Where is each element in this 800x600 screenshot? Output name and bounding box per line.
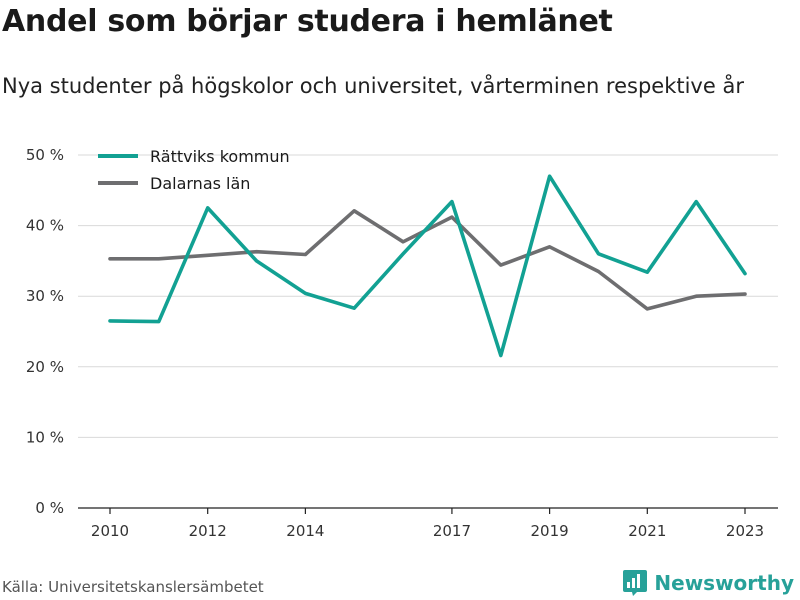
x-tick-label: 2014 [286, 522, 324, 540]
y-tick-label: 20 % [26, 358, 64, 376]
y-tick-label: 40 % [26, 217, 64, 235]
legend-label: Rättviks kommun [150, 147, 290, 166]
y-tick-label: 0 % [35, 499, 64, 517]
y-tick-label: 50 % [26, 146, 64, 164]
x-axis: 2010 2012 2014 2017 2019 2021 2023 [78, 507, 778, 540]
chart-title: Andel som börjar studera i hemlänet [2, 4, 613, 39]
brand-name: Newsworthy [654, 571, 794, 595]
chart-subtitle: Nya studenter på högskolor och universit… [2, 74, 744, 98]
series-line-1 [108, 174, 747, 358]
x-tick-label: 2021 [628, 522, 666, 540]
x-tick-label: 2010 [91, 522, 129, 540]
legend: Rättviks kommun Dalarnas län [98, 147, 290, 193]
series-lines [108, 174, 747, 358]
x-tick-label: 2017 [433, 522, 471, 540]
y-tick-label: 30 % [26, 287, 64, 305]
grid-lines [78, 154, 778, 438]
y-axis-tick-labels: 0 % 10 % 20 % 30 % 40 % 50 % [26, 146, 64, 517]
newsworthy-logo-icon [623, 570, 648, 596]
x-tick-label: 2019 [531, 522, 569, 540]
legend-label: Dalarnas län [150, 174, 250, 193]
y-tick-label: 10 % [26, 428, 64, 446]
x-tick-label: 2023 [726, 522, 764, 540]
x-tick-label: 2012 [189, 522, 227, 540]
brand-logo: Newsworthy [622, 569, 794, 597]
source-note: Källa: Universitetskanslersämbetet [2, 578, 264, 596]
